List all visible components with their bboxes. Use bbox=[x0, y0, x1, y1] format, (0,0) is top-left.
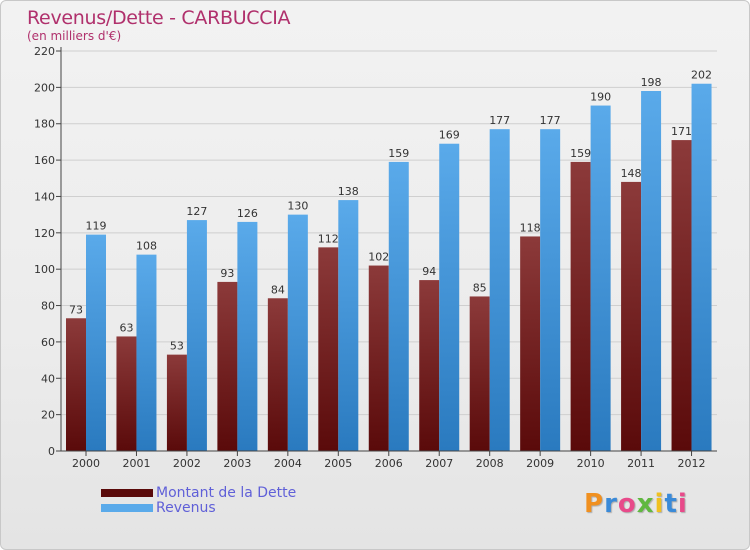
data-label: 73 bbox=[69, 303, 83, 316]
data-label: 159 bbox=[570, 147, 591, 160]
x-tick-label: 2010 bbox=[577, 457, 605, 470]
bar-dette bbox=[368, 265, 389, 451]
logo-letter: i bbox=[654, 489, 665, 519]
x-tick-label: 2009 bbox=[526, 457, 554, 470]
data-label: 53 bbox=[170, 340, 184, 353]
bar-revenus bbox=[691, 83, 712, 452]
bar-revenus bbox=[136, 254, 157, 451]
chart-unit-label: (en milliers d'€) bbox=[27, 29, 122, 43]
bar-dette bbox=[570, 161, 591, 451]
labels: 0 20 40 60 80 100 120 140 160 180 200 220 73 119 2000 6… bbox=[34, 45, 712, 470]
logo-letter: r bbox=[604, 489, 618, 519]
data-label: 63 bbox=[119, 321, 133, 334]
bar-revenus bbox=[186, 220, 207, 451]
x-tick-label: 2004 bbox=[274, 457, 302, 470]
x-tick-label: 2006 bbox=[375, 457, 403, 470]
data-label: 85 bbox=[473, 281, 487, 294]
legend-swatch-revenus bbox=[101, 504, 153, 512]
y-tick-label: 220 bbox=[34, 45, 55, 58]
data-label: 138 bbox=[338, 185, 359, 198]
data-label: 126 bbox=[237, 207, 258, 220]
legend-label-revenus: Revenus bbox=[156, 500, 216, 516]
bar-dette bbox=[166, 354, 187, 451]
x-tick-label: 2011 bbox=[627, 457, 655, 470]
logo-letter: t bbox=[664, 489, 678, 519]
y-tick-label: 40 bbox=[41, 372, 55, 385]
bar-dette bbox=[116, 336, 137, 451]
x-tick-label: 2007 bbox=[425, 457, 453, 470]
bar-dette bbox=[419, 280, 440, 451]
y-tick-label: 120 bbox=[34, 227, 55, 240]
data-label: 159 bbox=[388, 147, 409, 160]
y-tick-label: 200 bbox=[34, 81, 55, 94]
data-label: 202 bbox=[691, 69, 712, 82]
data-label: 118 bbox=[520, 221, 541, 234]
bar-revenus bbox=[641, 91, 662, 451]
proxiti-logo: Proxiti bbox=[584, 489, 688, 519]
data-label: 177 bbox=[489, 114, 510, 127]
data-label: 108 bbox=[136, 240, 157, 253]
legend-label-dette: Montant de la Dette bbox=[156, 485, 297, 501]
y-tick-label: 20 bbox=[41, 409, 55, 422]
x-tick-label: 2003 bbox=[223, 457, 251, 470]
y-tick-label: 80 bbox=[41, 300, 55, 313]
data-label: 94 bbox=[422, 265, 436, 278]
y-tick-label: 140 bbox=[34, 190, 55, 203]
data-label: 119 bbox=[86, 220, 107, 233]
x-tick-label: 2005 bbox=[324, 457, 352, 470]
bar-dette bbox=[318, 247, 339, 451]
bar-dette bbox=[621, 181, 642, 451]
x-tick-label: 2000 bbox=[72, 457, 100, 470]
legend-swatch-dette bbox=[101, 489, 153, 497]
data-label: 171 bbox=[671, 125, 692, 138]
x-tick-label: 2001 bbox=[122, 457, 150, 470]
bar-dette bbox=[469, 296, 490, 451]
bar-revenus bbox=[287, 214, 308, 451]
bar-revenus bbox=[489, 129, 510, 451]
data-label: 177 bbox=[540, 114, 561, 127]
bar-dette bbox=[66, 318, 86, 451]
bar-dette bbox=[267, 298, 288, 451]
y-tick-label: 160 bbox=[34, 154, 55, 167]
bar-revenus bbox=[338, 200, 359, 451]
chart-title: Revenus/Dette - CARBUCCIA bbox=[27, 7, 291, 29]
bar-dette bbox=[520, 236, 541, 451]
x-tick-label: 2002 bbox=[173, 457, 201, 470]
data-label: 198 bbox=[641, 76, 662, 89]
data-label: 112 bbox=[318, 232, 339, 245]
y-tick-label: 100 bbox=[34, 263, 55, 276]
bar-revenus bbox=[590, 105, 611, 451]
y-tick-label: 180 bbox=[34, 118, 55, 131]
bar-revenus bbox=[439, 143, 460, 451]
data-label: 130 bbox=[287, 200, 308, 213]
y-tick-label: 60 bbox=[41, 336, 55, 349]
bar-dette bbox=[217, 281, 238, 451]
logo-letter: P bbox=[584, 489, 605, 519]
x-tick-label: 2012 bbox=[678, 457, 706, 470]
data-label: 102 bbox=[368, 251, 389, 264]
bar-revenus bbox=[388, 161, 409, 451]
x-tick-label: 2008 bbox=[476, 457, 504, 470]
data-label: 84 bbox=[271, 283, 285, 296]
bar-revenus bbox=[237, 221, 258, 451]
bar-revenus bbox=[86, 234, 106, 451]
logo-letter: o bbox=[617, 489, 637, 519]
axes bbox=[56, 47, 717, 456]
bar-revenus bbox=[540, 129, 561, 451]
data-label: 169 bbox=[439, 129, 460, 142]
logo-letter: x bbox=[636, 489, 655, 519]
data-label: 127 bbox=[186, 205, 207, 218]
bars bbox=[66, 83, 712, 452]
y-tick-label: 0 bbox=[48, 445, 55, 458]
data-label: 148 bbox=[621, 167, 642, 180]
data-label: 190 bbox=[590, 91, 611, 104]
logo-letter: i bbox=[677, 489, 688, 519]
data-label: 93 bbox=[220, 267, 234, 280]
bar-dette bbox=[671, 140, 692, 451]
